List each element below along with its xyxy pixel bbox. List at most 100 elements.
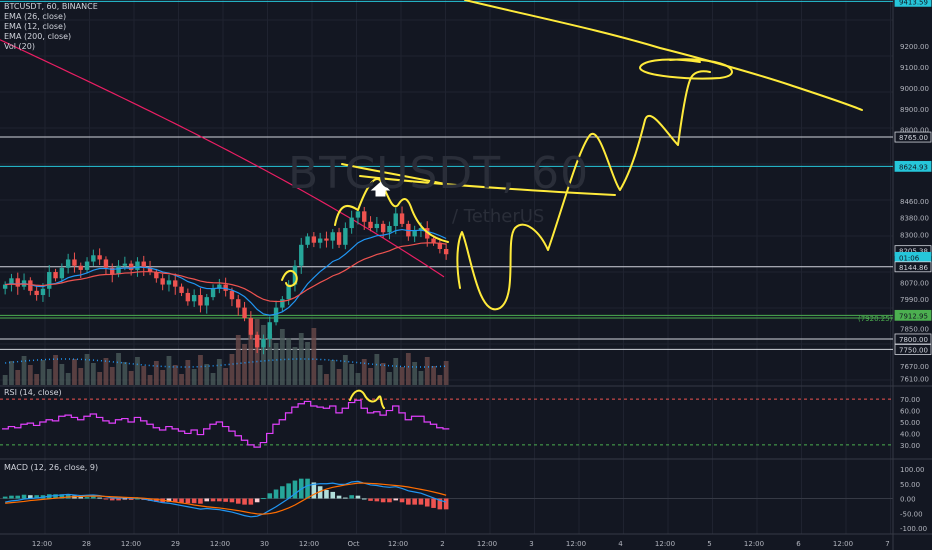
macd-histogram-bar [34, 495, 39, 499]
price-tag-box [894, 160, 932, 172]
volume-bar [279, 329, 285, 385]
price-tag-label: 7912.95 [899, 312, 928, 320]
macd-histogram-bar [267, 493, 273, 499]
candle-body [324, 238, 329, 241]
macd-histogram-bar [311, 482, 317, 499]
time-tick: 12:00 [32, 540, 52, 548]
time-axis[interactable]: 12:00 28 12:00 29 12:00 30 12:00 Oct 12:00 2 12:00… [32, 540, 890, 548]
horizontal-levels[interactable] [0, 0, 893, 350]
time-tick: 30 [260, 540, 269, 548]
volume-bar [336, 369, 342, 385]
rsi-legend[interactable]: RSI (14, close) [4, 388, 62, 397]
volume-bar [305, 342, 310, 385]
user-drawings[interactable] [281, 0, 863, 409]
candle-body [437, 242, 443, 249]
volume-bar [292, 347, 298, 385]
legend-ema200[interactable]: EMA (200, close) [4, 32, 72, 41]
volume-bar [368, 368, 373, 385]
price-tick: 8300.00 [900, 231, 929, 239]
volume-bar [405, 353, 411, 385]
time-tick: 12:00 [833, 540, 853, 548]
time-tick: Oct [347, 540, 359, 548]
candle-body [393, 213, 398, 226]
macd-histogram-bar [135, 498, 140, 500]
candle-body [387, 225, 392, 233]
macd-histogram-bar [305, 478, 310, 499]
volume-bar [109, 367, 115, 385]
price-tick: 9100.00 [900, 64, 929, 72]
candle-body [97, 255, 102, 260]
candle-body [431, 238, 436, 243]
price-tag-label: 8624.93 [899, 163, 928, 171]
rsi-tick: 70.00 [900, 396, 920, 404]
volume-bar [27, 365, 33, 385]
candle-body [141, 261, 146, 268]
volume-bar [324, 374, 329, 385]
macd-legend[interactable]: MACD (12, 26, close, 9) [4, 463, 99, 472]
volume-bar [248, 330, 254, 385]
macd-histogram-bar [343, 497, 348, 499]
macd-histogram-bar [292, 480, 298, 499]
rsi-pane [0, 398, 893, 448]
candle-body [2, 284, 8, 289]
volume-bar [242, 344, 247, 385]
volume-bar [78, 368, 84, 385]
candle-body [84, 261, 90, 270]
macd-histogram-bar [443, 498, 449, 510]
resistance-trendline [464, 0, 863, 111]
candle-body [173, 280, 178, 287]
candle-body [242, 307, 247, 319]
macd-histogram-bar [424, 498, 430, 507]
candle-body [147, 267, 153, 273]
candle-body [355, 211, 361, 218]
price-tick: 7670.00 [900, 363, 929, 371]
volume-bar [103, 358, 109, 385]
candle-body [191, 295, 197, 302]
legend-volume[interactable]: Vol (20) [4, 42, 35, 51]
time-tick: 5 [707, 540, 711, 548]
volume-bar [330, 360, 336, 385]
time-tick: 12:00 [477, 540, 497, 548]
macd-histogram-bar [336, 495, 342, 499]
volume-bar [153, 361, 159, 385]
candle-body [91, 255, 96, 262]
candle-body [9, 278, 14, 285]
symbol-title[interactable]: BTCUSDT, 60, BINANCE [4, 2, 98, 11]
candle-body [273, 307, 279, 323]
legend-ema26[interactable]: EMA (26, close) [4, 12, 67, 21]
macd-histogram-bar [355, 495, 361, 499]
volume-bar [216, 359, 222, 385]
price-axis[interactable]: 9200.00 9100.00 9000.00 8900.00 8800.00 8460.… [858, 0, 932, 533]
macd-histogram-bar [280, 486, 285, 499]
symbol-watermark: BTCUSDT, 60 [288, 148, 590, 199]
volume-bar [21, 356, 27, 385]
candle-body [343, 228, 348, 245]
time-tick: 12:00 [210, 540, 230, 548]
candle-body [368, 221, 373, 229]
candle-body [349, 217, 354, 229]
volume-bar [46, 369, 52, 385]
volume-bar [59, 364, 65, 385]
macd-histogram-bar [286, 483, 291, 499]
legend-ema12[interactable]: EMA (12, close) [4, 22, 67, 31]
time-tick: 12:00 [388, 540, 408, 548]
macd-line [5, 480, 447, 518]
volume-bar [185, 360, 191, 385]
forecast-wave [456, 70, 711, 311]
rsi-tick: 60.00 [900, 408, 920, 416]
time-tick: 29 [171, 540, 180, 548]
volume-bar [9, 361, 14, 385]
macd-histogram-bar [229, 498, 235, 503]
volume-bar [135, 357, 140, 385]
time-tick: 6 [796, 540, 801, 548]
volume-ma [5, 358, 447, 368]
volume-bar [223, 368, 229, 385]
price-tag-label: 8144.86 [899, 264, 928, 272]
candle-body [160, 278, 165, 285]
volume-bar [387, 372, 392, 385]
price-tick: 9000.00 [900, 85, 929, 93]
symbol-watermark-sub: / TetherUS [452, 206, 545, 227]
macd-histogram-bar [235, 498, 241, 504]
